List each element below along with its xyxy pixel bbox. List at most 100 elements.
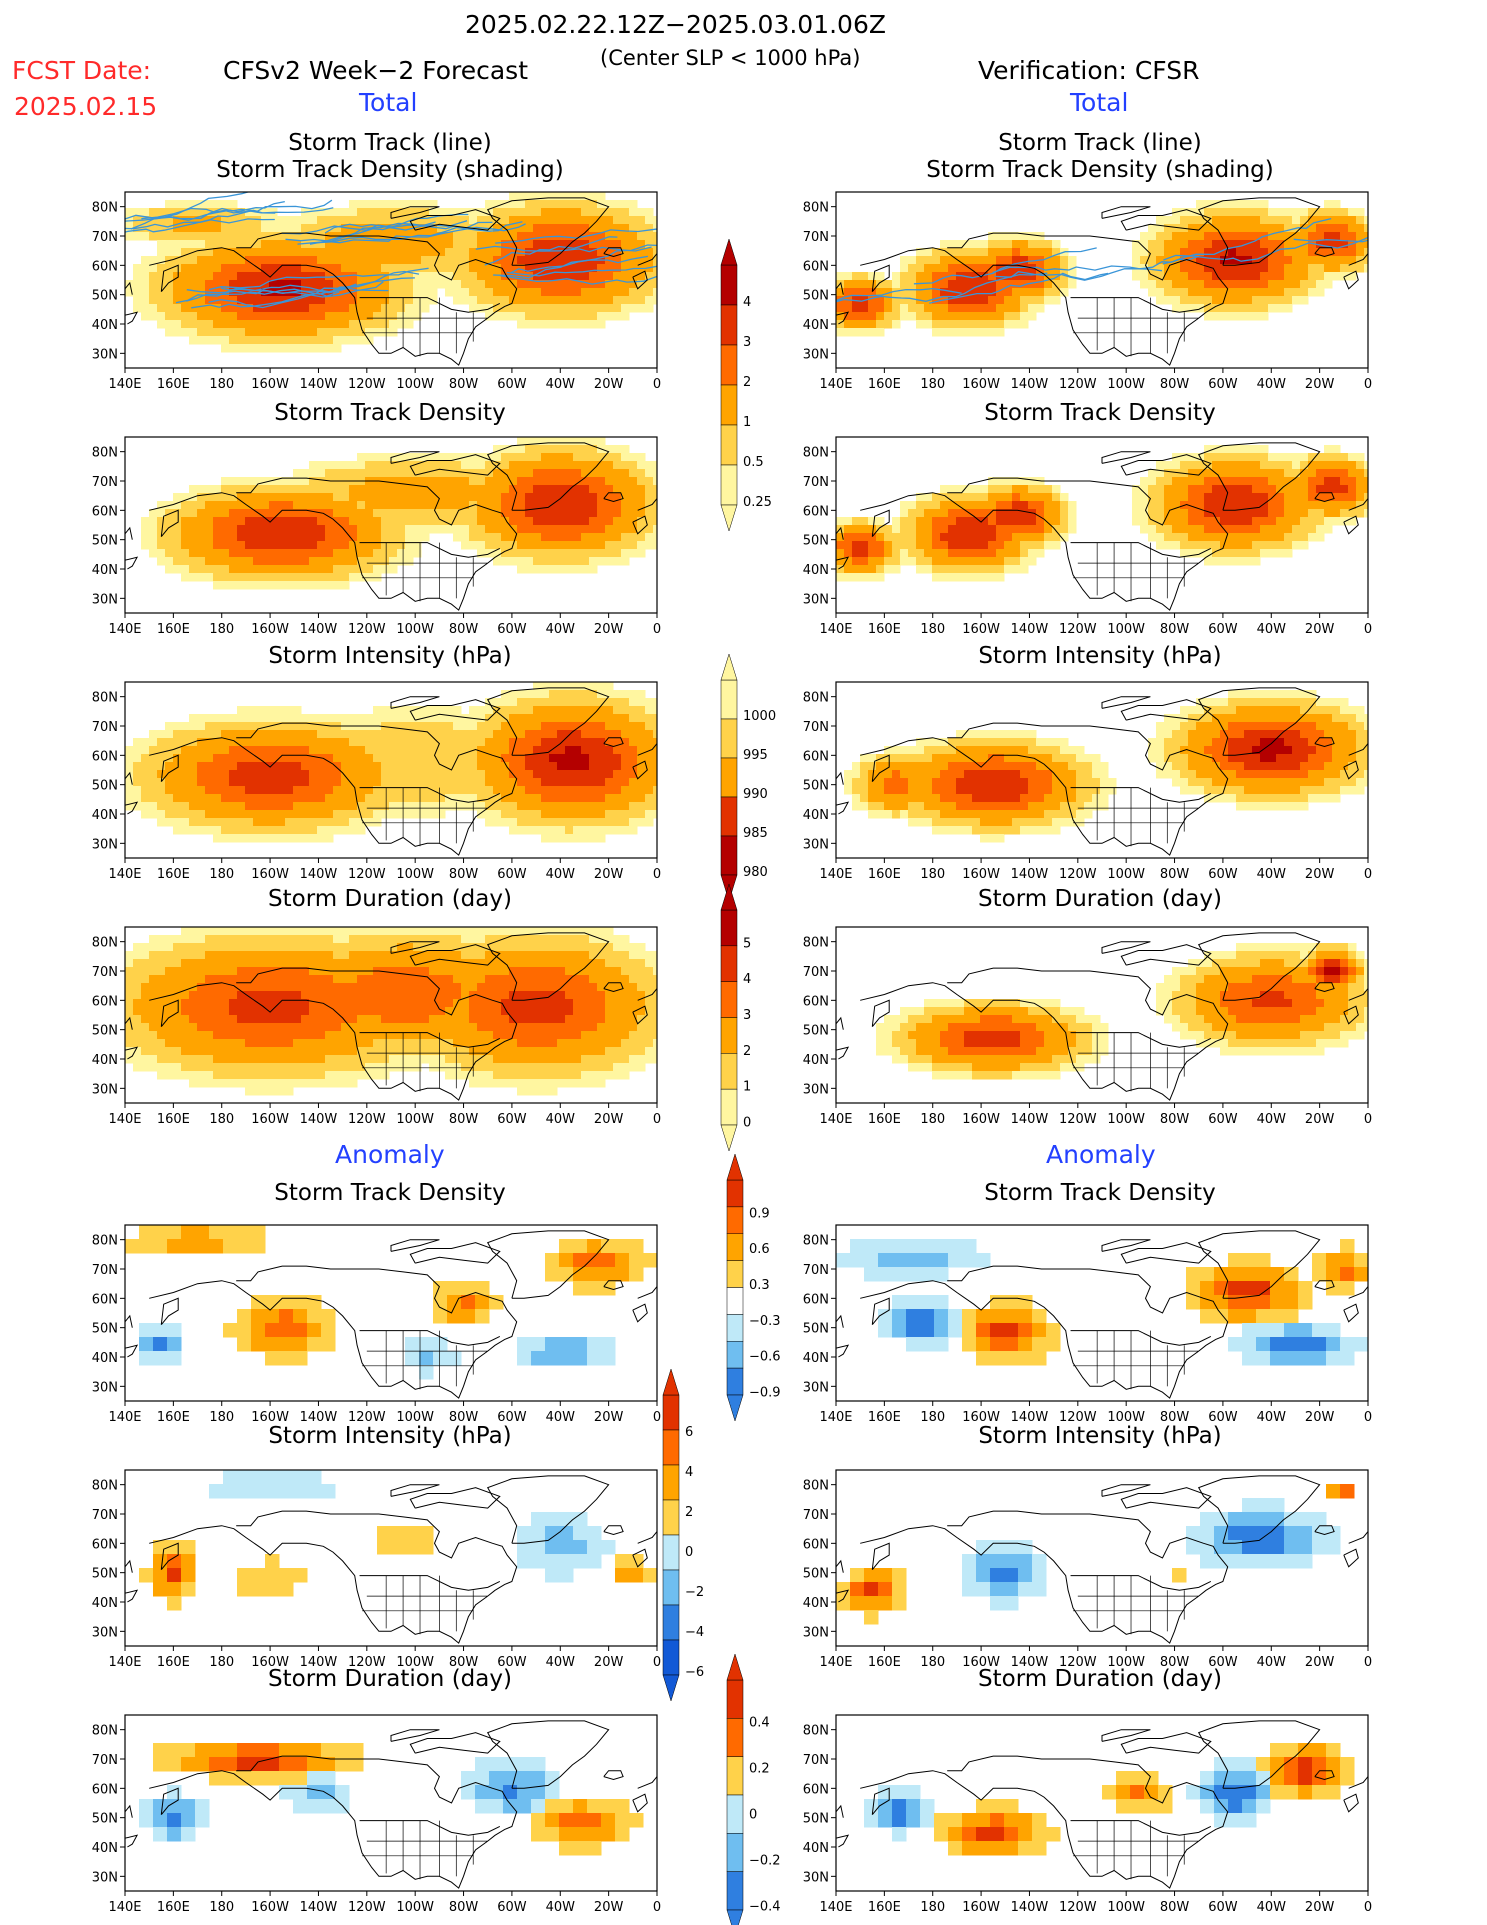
y-tick-label: 60N — [92, 1782, 118, 1797]
colorbar-label: 0 — [749, 1807, 757, 1822]
colorbar-swatch — [662, 1464, 680, 1501]
colorbar-swatch — [726, 1314, 744, 1342]
panel-title-r6: Storm Intensity (hPa) — [978, 1423, 1222, 1449]
y-tick-label: 80N — [92, 936, 118, 951]
y-tick-label: 30N — [803, 592, 829, 607]
x-tick-label: 80W — [1160, 1900, 1190, 1915]
colorbar-label: 3 — [743, 335, 751, 350]
y-tick-label: 70N — [803, 720, 829, 735]
map-panel-verification-anomaly-density: 140E 160E 180 160W 140W 120W 100W 80W 60W 40W 20W 0… — [803, 1224, 1372, 1425]
y-tick-label: 70N — [92, 1508, 118, 1523]
y-tick-label: 30N — [92, 1625, 118, 1640]
y-tick-label: 80N — [92, 1724, 118, 1739]
y-tick-label: 50N — [92, 1812, 118, 1827]
map-panel-forecast-total-duration: 140E 160E 180 160W 140W 120W 100W 80W 60W 40W 20W 0… — [92, 926, 661, 1127]
colorbar-swatch — [720, 1088, 738, 1126]
colorbar-label: −4 — [685, 1625, 704, 1640]
x-tick-label: 40W — [1257, 1655, 1287, 1670]
x-tick-label: 140W — [1011, 377, 1049, 392]
section-anomaly-right: Anomaly — [1046, 1140, 1156, 1169]
panel-title-r2: Storm Track Density — [984, 400, 1216, 426]
x-tick-label: 160W — [962, 377, 1000, 392]
colorbar-swatch — [662, 1394, 680, 1431]
y-tick-label: 60N — [92, 749, 118, 764]
x-tick-label: 180 — [209, 1410, 234, 1425]
colorbar-label: −0.6 — [749, 1350, 781, 1365]
colorbar-label: 0.9 — [749, 1206, 770, 1221]
y-tick-label: 50N — [803, 1322, 829, 1337]
x-tick-label: 140E — [819, 867, 852, 882]
colorbar-label: 0.5 — [743, 455, 764, 470]
colorbar-swatch — [726, 1718, 744, 1757]
panel-title-l5: Storm Track Density — [274, 1180, 506, 1206]
x-tick-label: 80W — [449, 1112, 479, 1127]
x-tick-label: 160E — [157, 1410, 190, 1425]
colorbar-label: −0.9 — [749, 1385, 781, 1400]
x-tick-label: 60W — [497, 1900, 527, 1915]
x-tick-label: 80W — [1160, 622, 1190, 637]
x-tick-label: 140E — [108, 1410, 141, 1425]
x-tick-label: 20W — [594, 377, 624, 392]
colorbar-arrow-top — [726, 1653, 744, 1681]
x-tick-label: 140E — [819, 377, 852, 392]
x-tick-label: 100W — [396, 1655, 434, 1670]
x-tick-label: 60W — [1208, 1900, 1238, 1915]
colorbar-swatch — [726, 1341, 744, 1369]
x-tick-label: 0 — [653, 622, 661, 637]
colorbar-label: 985 — [743, 826, 768, 841]
x-tick-label: 140E — [108, 1655, 141, 1670]
colorbar-swatch — [662, 1499, 680, 1536]
colorbar-swatch — [662, 1639, 680, 1676]
panel-title-l7: Storm Duration (day) — [268, 1666, 512, 1692]
x-tick-label: 160W — [251, 1410, 289, 1425]
panel-frame — [835, 681, 1369, 859]
x-tick-label: 140E — [108, 622, 141, 637]
y-tick-label: 80N — [92, 1234, 118, 1249]
colorbar-swatch — [726, 1679, 744, 1719]
x-tick-label: 60W — [1208, 622, 1238, 637]
panel-frame — [124, 191, 658, 369]
x-tick-label: 160W — [962, 1900, 1000, 1915]
x-tick-label: 160W — [962, 622, 1000, 637]
panel-title-l6: Storm Intensity (hPa) — [268, 1423, 512, 1449]
x-tick-label: 100W — [396, 1900, 434, 1915]
x-tick-label: 0 — [1364, 867, 1372, 882]
colorbar-label: 0.4 — [749, 1715, 770, 1730]
x-tick-label: 120W — [348, 1112, 386, 1127]
y-tick-label: 80N — [803, 936, 829, 951]
colorbar-label: 1 — [743, 1080, 751, 1095]
x-tick-label: 0 — [1364, 377, 1372, 392]
y-tick-label: 40N — [803, 1351, 829, 1366]
section-anomaly-left: Anomaly — [335, 1140, 445, 1169]
colorbar-swatch — [720, 464, 738, 506]
colorbar-swatch — [720, 757, 738, 798]
x-tick-label: 20W — [594, 1900, 624, 1915]
x-tick-label: 120W — [348, 1655, 386, 1670]
map-panel-forecast-total-track: 140E 160E 180 160W 140W 120W 100W 80W 60W 40W 20W 0… — [92, 191, 661, 392]
x-tick-label: 20W — [1305, 1112, 1335, 1127]
x-tick-label: 140W — [1011, 1655, 1049, 1670]
colorbar-swatch — [720, 981, 738, 1018]
x-tick-label: 120W — [1059, 867, 1097, 882]
y-tick-label: 70N — [92, 720, 118, 735]
x-tick-label: 0 — [653, 1655, 661, 1670]
x-tick-label: 100W — [1107, 1410, 1145, 1425]
colorbar-swatch — [726, 1233, 744, 1261]
x-tick-label: 160W — [251, 377, 289, 392]
x-tick-label: 180 — [920, 1655, 945, 1670]
y-tick-label: 70N — [803, 1263, 829, 1278]
y-tick-label: 60N — [92, 1537, 118, 1552]
colorbar-label: 980 — [743, 865, 768, 880]
y-tick-label: 80N — [803, 691, 829, 706]
panel-title-r3: Storm Intensity (hPa) — [978, 643, 1222, 669]
y-tick-label: 50N — [92, 1567, 118, 1582]
y-tick-label: 50N — [803, 289, 829, 304]
x-tick-label: 180 — [920, 1112, 945, 1127]
x-tick-label: 180 — [209, 622, 234, 637]
map-panel-verification-total-track: 140E 160E 180 160W 140W 120W 100W 80W 60W 40W 20W 0… — [803, 191, 1372, 392]
panel-frame — [835, 436, 1369, 614]
colorbar-label: 990 — [743, 787, 768, 802]
y-tick-label: 70N — [803, 475, 829, 490]
panel-frame — [835, 191, 1369, 369]
x-tick-label: 60W — [497, 867, 527, 882]
